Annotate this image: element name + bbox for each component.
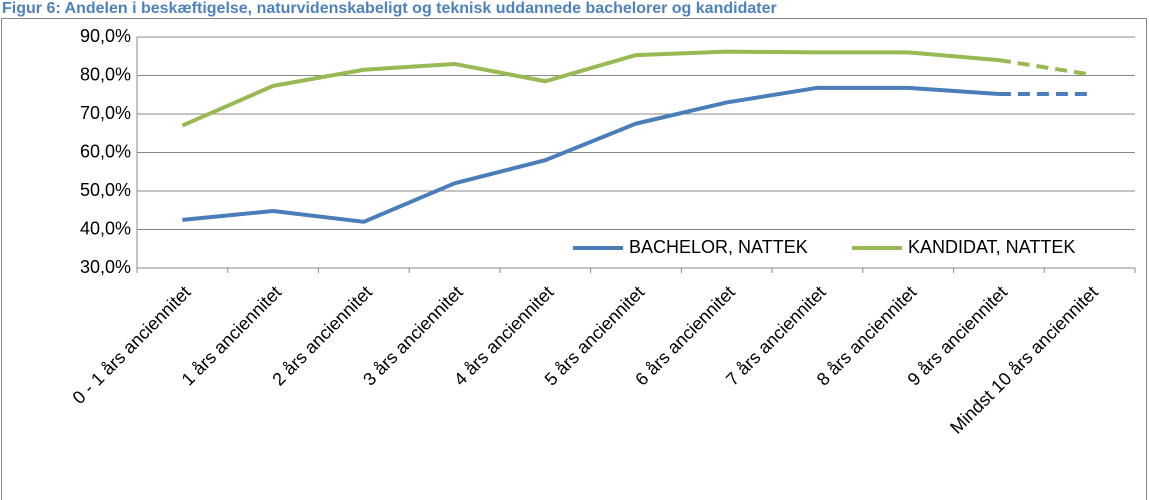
chart-title: Figur 6: Andelen i beskæftigelse, naturv… bbox=[2, 0, 777, 17]
chart-border bbox=[1, 18, 1147, 500]
y-tick-label: 90,0% bbox=[80, 26, 131, 46]
series-line bbox=[182, 85, 1000, 224]
series-line bbox=[181, 49, 1000, 128]
y-tick-label: 30,0% bbox=[80, 257, 131, 277]
legend-label: BACHELOR, NATTEK bbox=[629, 237, 808, 257]
y-tick-label: 70,0% bbox=[80, 103, 131, 123]
y-tick-label: 50,0% bbox=[80, 180, 131, 200]
y-tick-label: 80,0% bbox=[80, 64, 131, 84]
y-tick-label: 60,0% bbox=[80, 141, 131, 161]
series-line-dashed bbox=[998, 58, 1090, 77]
y-tick-label: 40,0% bbox=[80, 218, 131, 238]
legend-label: KANDIDAT, NATTEK bbox=[908, 237, 1075, 257]
